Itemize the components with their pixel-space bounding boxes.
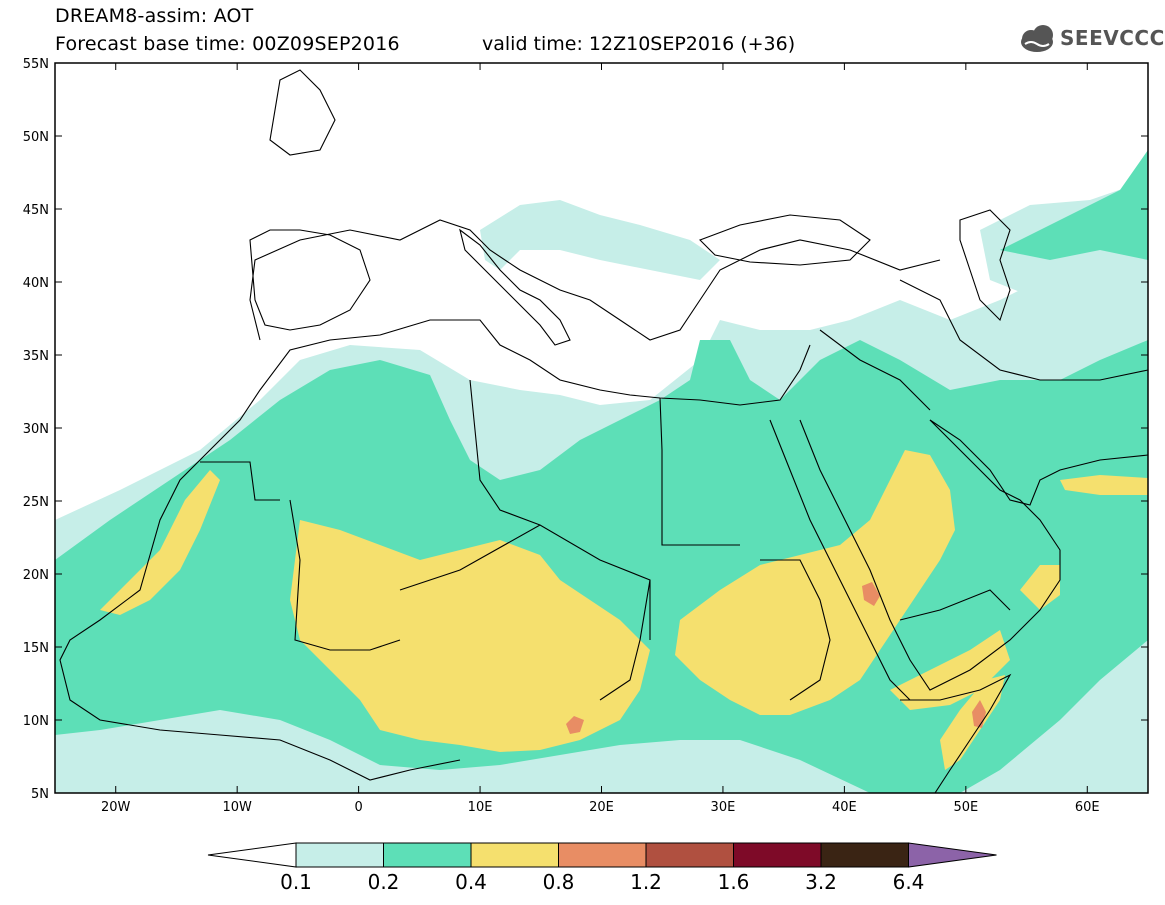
colorbar-under-arrow — [207, 842, 297, 868]
colorbar-label: 1.6 — [718, 870, 750, 894]
aot-level-0.4-west — [290, 520, 650, 752]
seevccc-logo — [1021, 25, 1053, 52]
aot-level-0.8-sudan — [862, 582, 880, 606]
lat-tick-label: 55N — [23, 57, 49, 72]
coastline-black-sea — [699, 214, 871, 266]
latitude-axis: 55N 50N 45N 40N 35N 30N 25N 20N 15N 10N 5N — [23, 57, 1148, 802]
colorbar-box — [645, 842, 734, 868]
border-iraq-syria — [819, 329, 931, 411]
aot-level-0.4-mauritania — [100, 470, 220, 615]
lat-tick-label: 50N — [23, 130, 49, 145]
border-sudan-ethiopia — [760, 559, 831, 701]
border-niger-chad — [399, 524, 651, 640]
coastline-caspian — [959, 209, 1011, 322]
coastline-horn — [900, 673, 1012, 793]
logo-text: SEEVCCC — [1060, 26, 1165, 50]
colorbar-label: 0.4 — [455, 870, 487, 894]
lon-tick-label: 10E — [468, 800, 493, 815]
colorbar-labels: 0.1 0.2 0.4 0.8 1.2 1.6 3.2 6.4 — [280, 870, 924, 894]
lat-tick-label: 30N — [23, 422, 49, 437]
colorbar-label: 0.2 — [368, 870, 400, 894]
aot-level-0.4-somalia — [940, 675, 1005, 770]
lat-tick-label: 20N — [23, 568, 49, 583]
colorbar-boxes — [207, 842, 997, 868]
border-sudan-chad — [599, 579, 651, 701]
lat-tick-label: 5N — [31, 787, 49, 802]
title-valid-time: valid time: 12Z10SEP2016 (+36) — [482, 33, 796, 55]
coastline-italy — [459, 228, 571, 346]
colorbar-box — [733, 842, 822, 868]
coastline-arabia — [799, 419, 1061, 691]
border-western-sahara — [200, 461, 280, 501]
map-boundaries — [59, 69, 1148, 793]
colorbar-box — [558, 842, 647, 868]
title-base-time: Forecast base time: 00Z09SEP2016 — [55, 33, 400, 55]
colorbar-label: 1.2 — [630, 870, 662, 894]
aot-level-0.2 — [55, 340, 1148, 793]
colorbar-box — [295, 842, 384, 868]
lon-tick-label: 20W — [101, 800, 131, 815]
colorbar-over-arrow — [908, 842, 997, 868]
lon-tick-label: 60E — [1075, 800, 1100, 815]
aot-level-0.1-balkans — [480, 200, 720, 280]
longitude-axis: 20W 10W 0 10E 20E 30E 40E 50E 60E — [101, 63, 1100, 815]
coastline-uk — [269, 69, 336, 156]
lon-tick-label: 40E — [832, 800, 857, 815]
border-libya-egypt — [659, 397, 740, 546]
border-algeria-libya — [469, 379, 541, 526]
title-product: DREAM8-assim: AOT — [55, 5, 254, 27]
coastline-west-africa — [59, 554, 461, 781]
aot-level-0.4-east — [675, 450, 955, 715]
coastline-persian-gulf — [929, 419, 1148, 506]
lat-tick-label: 25N — [23, 495, 49, 510]
aot-level-0.2-east — [1000, 150, 1148, 260]
lat-tick-label: 10N — [23, 714, 49, 729]
lat-tick-label: 35N — [23, 349, 49, 364]
border-mali-niger — [289, 499, 401, 651]
colorbar-label: 0.1 — [280, 870, 312, 894]
colorbar-box — [470, 842, 559, 868]
lon-tick-label: 20E — [589, 800, 614, 815]
coastline-red-sea — [769, 419, 911, 701]
lon-tick-label: 0 — [354, 800, 362, 815]
aot-level-0.4-iran — [1060, 475, 1148, 495]
coastline-iberia — [249, 229, 371, 331]
border-turkey-iran — [899, 279, 1148, 381]
colorbar-box — [383, 842, 472, 868]
cloud-icon — [1021, 25, 1053, 52]
colorbar-box — [820, 842, 909, 868]
lat-tick-label: 45N — [23, 203, 49, 218]
aot-level-0.4-oman — [1020, 565, 1060, 610]
colorbar-label: 6.4 — [893, 870, 925, 894]
colorbar-label: 3.2 — [805, 870, 837, 894]
coastline-north-africa — [149, 319, 811, 556]
lat-tick-label: 40N — [23, 276, 49, 291]
lon-tick-label: 30E — [711, 800, 736, 815]
border-saudi-yemen — [899, 589, 1011, 621]
coastline-europe — [249, 219, 941, 341]
colorbar-label: 0.8 — [543, 870, 575, 894]
lat-tick-label: 15N — [23, 641, 49, 656]
lon-tick-label: 50E — [953, 800, 978, 815]
aot-level-0.8-chad — [566, 716, 584, 734]
lon-tick-label: 10W — [222, 800, 252, 815]
